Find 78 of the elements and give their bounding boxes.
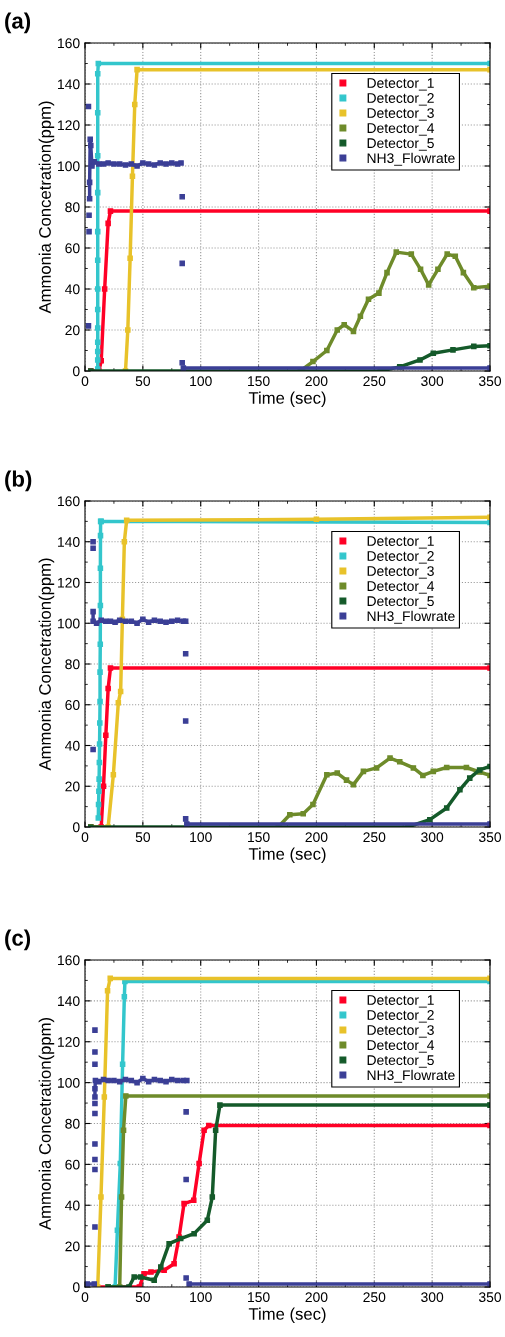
- x-tick-label: 0: [81, 376, 89, 387]
- x-axis-title: Time (sec): [248, 1307, 326, 1324]
- x-tick-label: 50: [135, 1292, 151, 1303]
- y-tick-label: 40: [65, 740, 80, 751]
- y-tick-label: 160: [58, 38, 80, 49]
- x-tick-label: 150: [248, 1292, 270, 1303]
- y-tick-label: 140: [58, 537, 80, 547]
- x-tick-label: 100: [190, 376, 212, 387]
- y-tick-label: 120: [58, 1037, 80, 1047]
- x-axis-title: Time (sec): [248, 847, 326, 864]
- legend-label: Detector_1: [367, 536, 434, 549]
- x-tick-label: 0: [81, 832, 89, 843]
- legend-label: Detector_4: [367, 581, 435, 594]
- y-tick-label: 20: [65, 781, 80, 792]
- x-tick-label: 50: [135, 832, 151, 843]
- y-tick-label: 60: [65, 243, 80, 254]
- x-tick-label: 250: [363, 376, 386, 387]
- legend-label: Detector_3: [367, 1025, 434, 1038]
- x-tick-label: 100: [190, 832, 212, 843]
- legend-label: Detector_5: [367, 138, 434, 151]
- x-tick-label: 100: [190, 1292, 212, 1303]
- legend-label: Detector_3: [367, 566, 434, 579]
- x-tick-label: 250: [363, 832, 386, 843]
- legend-label: NH3_Flowrate: [367, 1069, 455, 1083]
- chart-title: (c): [5, 929, 31, 951]
- y-axis-title: Ammonia Concetration(ppm): [38, 558, 55, 771]
- y-tick-label: 140: [58, 996, 80, 1007]
- chart-title: (a): [5, 12, 31, 34]
- y-tick-label: 60: [65, 700, 80, 710]
- x-axis-title: Time (sec): [248, 391, 326, 408]
- y-tick-label: 20: [65, 1241, 80, 1252]
- y-tick-label: 40: [65, 284, 80, 295]
- y-tick-label: 100: [58, 1077, 80, 1088]
- x-tick-label: 350: [478, 376, 502, 387]
- y-tick-label: 0: [72, 366, 80, 377]
- x-tick-label: 350: [478, 1292, 502, 1303]
- legend-label: Detector_1: [367, 78, 434, 91]
- y-tick-label: 120: [58, 120, 80, 131]
- y-tick-label: 160: [58, 496, 80, 507]
- x-tick-label: 300: [421, 832, 444, 843]
- legend-label: Detector_5: [367, 596, 434, 609]
- y-tick-label: 80: [65, 1118, 80, 1129]
- y-tick-label: 60: [65, 1159, 80, 1170]
- legend-label: Detector_1: [367, 995, 434, 1008]
- y-tick-label: 0: [72, 1282, 80, 1293]
- x-tick-label: 250: [363, 1292, 386, 1303]
- x-tick-label: 50: [135, 376, 151, 387]
- y-axis-title: Ammonia Concetration(ppm): [38, 101, 55, 314]
- x-tick-label: 150: [248, 376, 270, 387]
- legend-label: Detector_5: [367, 1055, 434, 1068]
- legend-label: Detector_2: [367, 93, 434, 106]
- y-tick-label: 80: [65, 202, 80, 213]
- y-tick-label: 100: [58, 161, 80, 172]
- legend-label: NH3_Flowrate: [367, 610, 455, 624]
- y-tick-label: 80: [65, 659, 80, 670]
- legend-label: Detector_2: [367, 551, 434, 564]
- y-tick-label: 0: [72, 822, 80, 833]
- y-tick-label: 140: [58, 79, 80, 90]
- legend-label: Detector_2: [367, 1010, 434, 1023]
- legend-label: Detector_4: [367, 1040, 435, 1053]
- x-tick-label: 300: [421, 1292, 444, 1303]
- legend-label: NH3_Flowrate: [367, 152, 455, 166]
- x-tick-label: 0: [81, 1292, 89, 1303]
- y-tick-label: 100: [58, 618, 80, 629]
- x-tick-label: 200: [305, 1292, 328, 1303]
- legend-label: Detector_3: [367, 108, 434, 121]
- x-tick-label: 350: [478, 832, 502, 843]
- legend-label: Detector_4: [367, 123, 435, 136]
- x-tick-label: 150: [248, 832, 270, 843]
- x-tick-label: 200: [305, 376, 328, 387]
- y-tick-label: 20: [65, 325, 80, 336]
- chart-title: (b): [5, 470, 32, 492]
- y-tick-label: 120: [58, 577, 80, 588]
- y-tick-label: 40: [65, 1200, 80, 1211]
- x-tick-label: 200: [305, 832, 328, 843]
- y-axis-title: Ammonia Concetration(ppm): [38, 1018, 55, 1230]
- y-tick-label: 160: [58, 955, 80, 966]
- x-tick-label: 300: [421, 376, 444, 387]
